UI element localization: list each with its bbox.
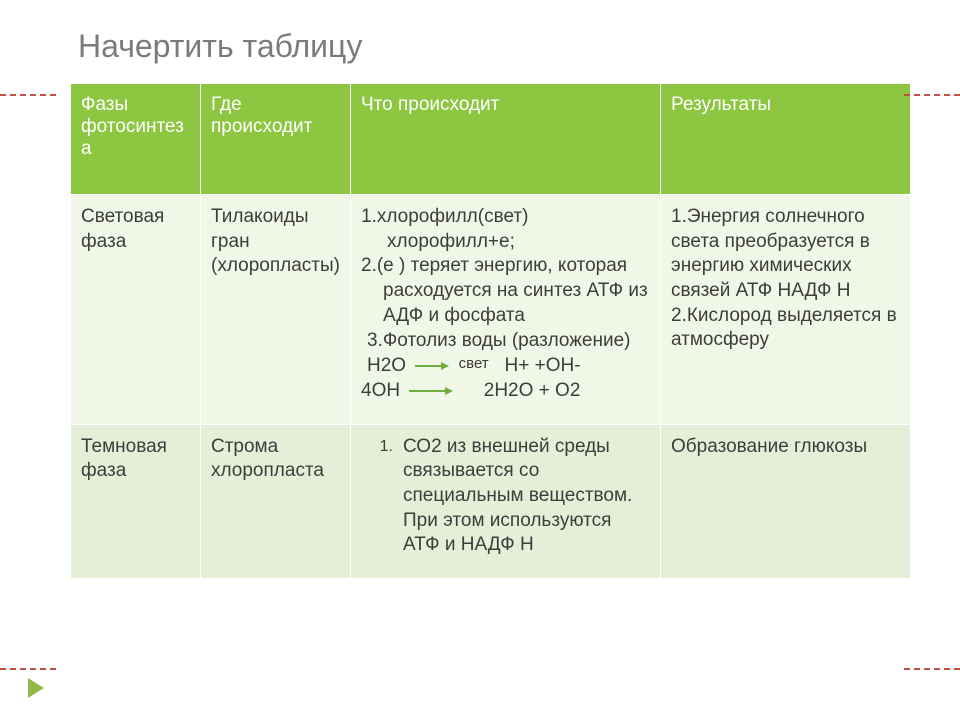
cell-where: Тилакоиды гран (хлоропласты) [201, 195, 351, 425]
what-line: 1.хлорофилл(свет) [361, 205, 652, 230]
col-phase: Фазы фотосинтеза [71, 84, 201, 195]
what-line: 2.(е ) теряет энергию, которая расходует… [383, 254, 652, 329]
cell-results: Образование глюкозы [661, 424, 911, 578]
decor-dash-left-top [0, 94, 56, 96]
slide-title: Начертить таблицу [78, 28, 920, 65]
decor-dash-right-bottom [904, 668, 960, 670]
cell-what: 1. СО2 из внешней среды связывается со с… [351, 424, 661, 578]
what-line: СО2 из внешней среды связывается со спец… [403, 435, 652, 558]
arrow-right-icon [415, 361, 449, 371]
table-row: Световая фаза Тилакоиды гран (хлоропласт… [71, 195, 911, 425]
cell-what: 1.хлорофилл(свет) хлорофилл+е; 2.(е ) те… [351, 195, 661, 425]
what-line: Н2О свет Н+ +ОН- [367, 354, 652, 379]
cell-where: Строма хлоропласта [201, 424, 351, 578]
what-line: хлорофилл+е; [387, 230, 652, 255]
table-header-row: Фазы фотосинтеза Где происходит Что прои… [71, 84, 911, 195]
cell-results: 1.Энергия солнечного света преобразуется… [661, 195, 911, 425]
list-bullet: 1. [361, 435, 403, 558]
col-results: Результаты [661, 84, 911, 195]
corner-arrow-icon [28, 678, 44, 698]
col-where: Где происходит [201, 84, 351, 195]
decor-dash-left-bottom [0, 668, 56, 670]
cell-phase: Световая фаза [71, 195, 201, 425]
cell-phase: Темновая фаза [71, 424, 201, 578]
slide-content: Начертить таблицу Фазы фотосинтеза Где п… [0, 0, 960, 720]
decor-dash-right-top [904, 94, 960, 96]
what-line: 4ОН 2Н2О + О2 [361, 379, 652, 404]
table-row: Темновая фаза Строма хлоропласта 1. СО2 … [71, 424, 911, 578]
col-what: Что происходит [351, 84, 661, 195]
photosynthesis-table: Фазы фотосинтеза Где происходит Что прои… [70, 83, 911, 579]
what-line: 3.Фотолиз воды (разложение) [367, 329, 652, 354]
arrow-right-icon [409, 386, 453, 396]
